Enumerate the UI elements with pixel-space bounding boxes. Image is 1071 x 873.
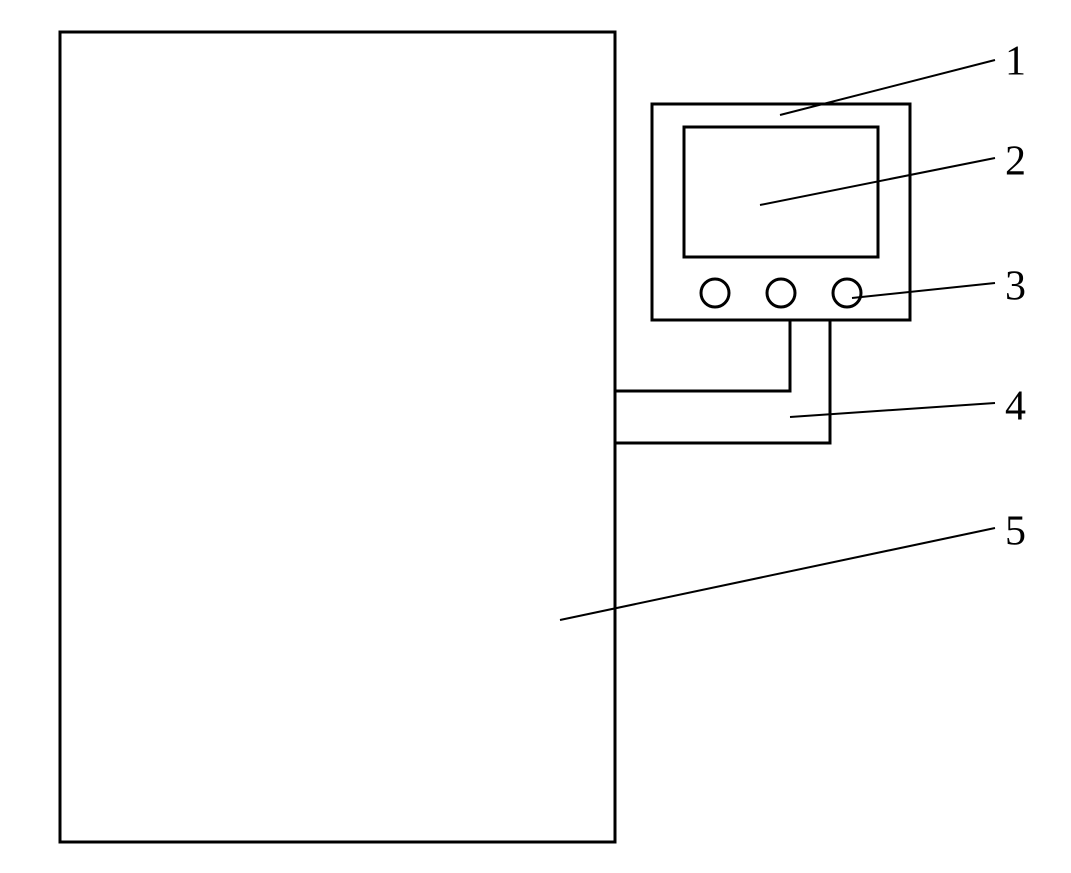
main-cabinet (60, 32, 615, 842)
leader-line-4 (790, 403, 995, 417)
device-button-2 (767, 279, 795, 307)
callout-label-1: 1 (1005, 39, 1026, 85)
callout-label-3: 3 (1005, 264, 1026, 310)
device-button-3 (833, 279, 861, 307)
leader-line-3 (852, 283, 995, 298)
device-button-1 (701, 279, 729, 307)
device-screen (684, 127, 878, 257)
device-outer (652, 104, 910, 320)
leader-line-5 (560, 528, 995, 620)
callout-label-5: 5 (1005, 509, 1026, 555)
mounting-bracket (615, 320, 830, 443)
callout-label-4: 4 (1005, 384, 1026, 430)
leader-line-1 (780, 60, 995, 115)
callout-label-2: 2 (1005, 139, 1026, 185)
